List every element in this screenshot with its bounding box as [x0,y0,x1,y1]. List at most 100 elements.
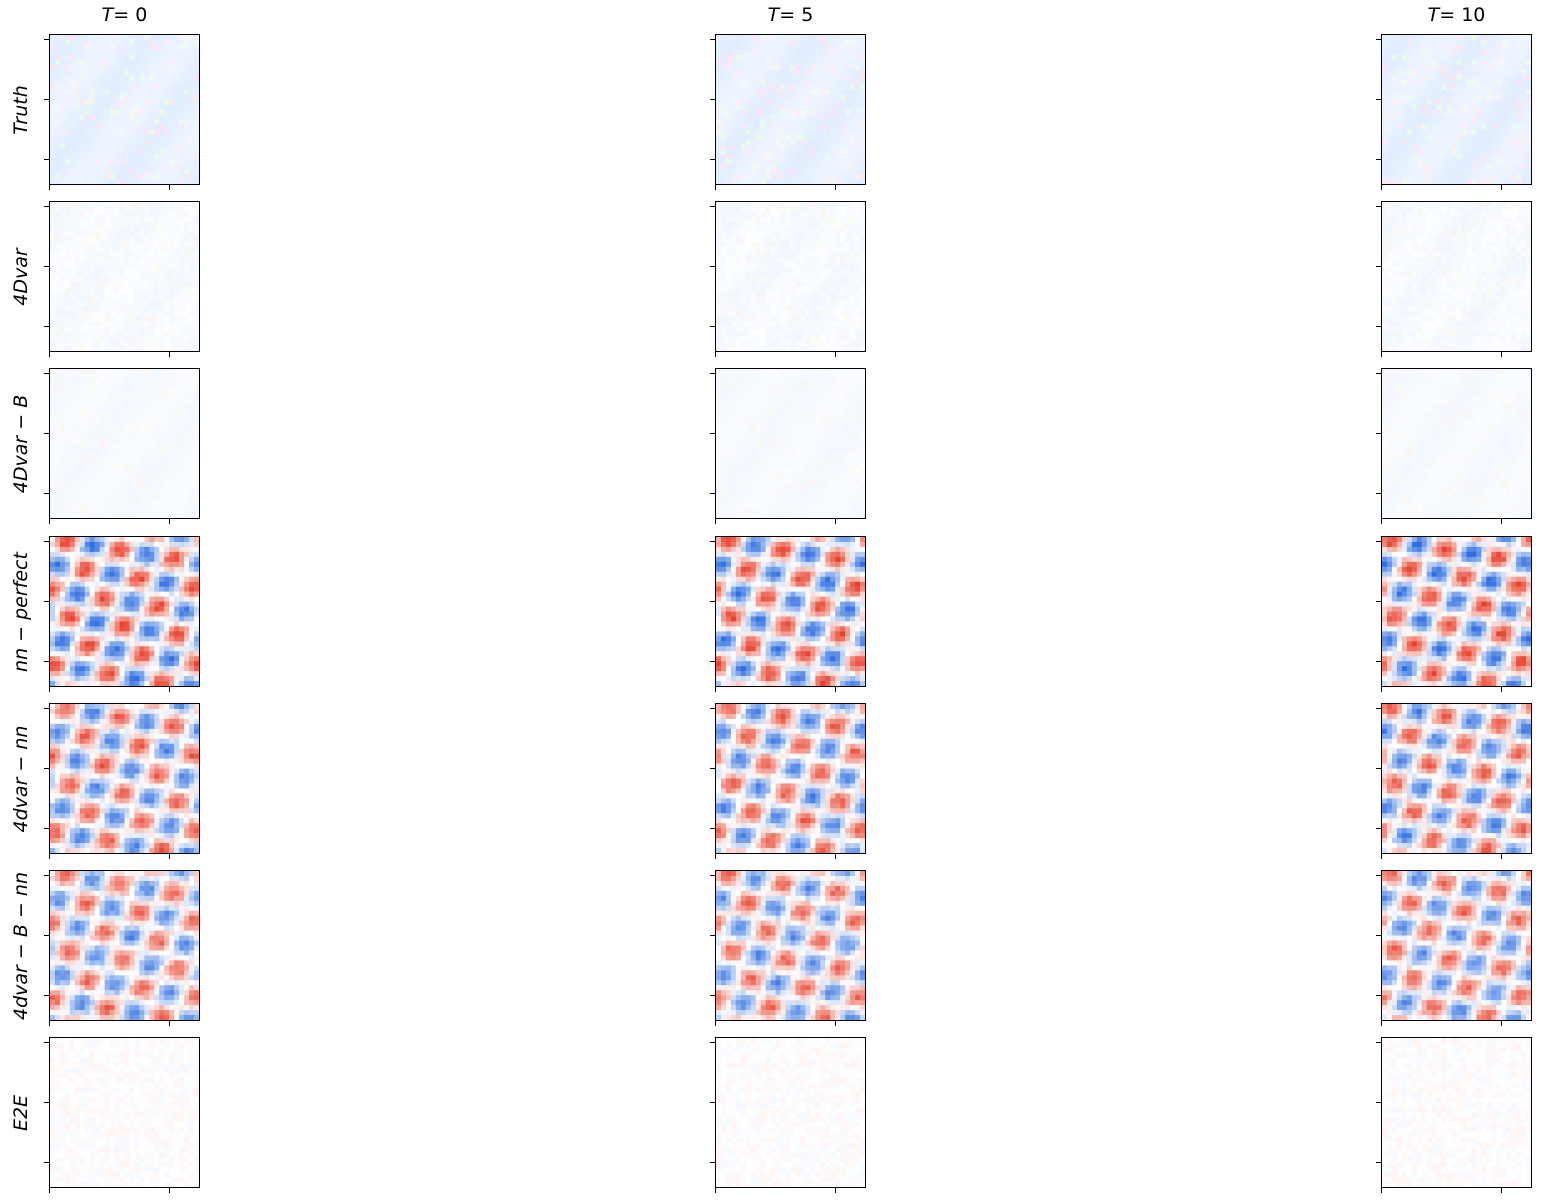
heatmap-cell [1481,246,1487,252]
column-title-symbol: T [1427,4,1440,26]
heatmap-cell [1496,69,1502,75]
heatmap-cell [99,286,105,292]
heatmap-cell [84,114,90,120]
heatmap-cell [164,79,170,85]
heatmap-cell [194,159,199,165]
heatmap-cell [850,139,856,145]
heatmap-cell [174,119,180,125]
heatmap-cell [805,159,811,165]
heatmap-cell [149,311,155,317]
heatmap-cell [1426,159,1432,165]
heatmap-cell [154,236,160,242]
heatmap-cell [194,276,199,282]
heatmap-cell [725,271,732,277]
heatmap-cell [1382,206,1388,213]
heatmap-cell [104,69,110,75]
heatmap-cell [830,346,836,351]
heatmap-cell [1501,236,1507,242]
heatmap-cell [1451,129,1457,135]
heatmap-cell [735,336,742,342]
heatmap-cell [850,154,856,160]
heatmap-cell [159,174,165,180]
heatmap-cell [750,336,756,342]
heatmap-cell [1456,124,1462,130]
heatmap-cell [845,144,851,150]
heatmap-cell [94,159,100,165]
heatmap-cell [174,286,180,292]
heatmap-cell [1506,266,1512,272]
heatmap-cell [750,241,756,247]
heatmap-cell [716,271,722,277]
heatmap-cell [174,89,180,95]
heatmap-cell [800,119,806,125]
heatmap-cell [94,266,100,272]
heatmap-cell [835,276,841,282]
heatmap-cell [725,246,732,252]
heatmap-cell [820,69,826,75]
heatmap-cell [174,301,180,307]
heatmap-cell [795,286,801,292]
heatmap-cell [54,164,61,170]
heatmap-cell [1496,261,1502,267]
heatmap-cell [805,35,811,41]
heatmap-cell [189,35,195,41]
heatmap-cell [755,336,761,342]
heatmap-cell [104,211,110,218]
heatmap-cell [1416,154,1422,160]
heatmap-cell [99,231,105,238]
heatmap-cell [1386,149,1393,155]
heatmap-cell [194,154,199,160]
heatmap-cell [795,124,801,130]
heatmap-cell [785,84,791,90]
heatmap-cell [139,159,145,165]
heatmap-cell [1491,216,1497,223]
heatmap-cell [109,261,115,267]
heatmap-cell [154,129,160,135]
heatmap-cell [1406,139,1413,145]
heatmap-cell [74,311,81,317]
heatmap-cell [790,231,796,238]
heatmap-cell [815,129,821,135]
heatmap-cell [1481,59,1487,66]
heatmap-cell [149,104,155,110]
y-tick [1376,99,1381,100]
heatmap-cell [820,99,826,105]
heatmap-cell [1396,266,1403,272]
heatmap-cell [775,326,781,332]
x-tick [715,352,716,357]
heatmap-cell [114,179,120,184]
heatmap-cell [1466,159,1472,165]
heatmap-cell [1391,84,1398,90]
heatmap-cell [154,159,160,165]
heatmap-cell [1526,266,1531,272]
heatmap-cell [770,311,776,317]
heatmap-cell [750,202,756,208]
heatmap-cell [1446,236,1452,242]
heatmap-cell [169,296,175,302]
heatmap-cell [735,49,742,56]
heatmap-cell [1401,261,1408,267]
heatmap-cell [1521,256,1527,262]
heatmap-cell [79,221,86,228]
heatmap-cell [1431,256,1437,262]
heatmap-cell [1466,261,1472,267]
x-tick [169,352,170,357]
heatmap-cell [775,129,781,135]
heatmap-cell [845,89,851,95]
heatmap-cell [805,316,811,322]
heatmap-cell [64,109,71,115]
heatmap-cell [1421,35,1427,41]
heatmap-cell [84,109,90,115]
heatmap-cell [855,69,861,75]
heatmap-cell [124,124,130,130]
heatmap-cell [89,336,95,342]
heatmap-cell [1476,246,1482,252]
heatmap-cell [109,221,115,228]
heatmap-cell [84,49,90,56]
heatmap-cell [1421,266,1427,272]
heatmap-cell [1511,261,1517,267]
heatmap-cell [735,164,742,170]
heatmap-cell [1401,271,1408,277]
heatmap-cell [149,109,155,115]
heatmap-cell [720,216,727,223]
